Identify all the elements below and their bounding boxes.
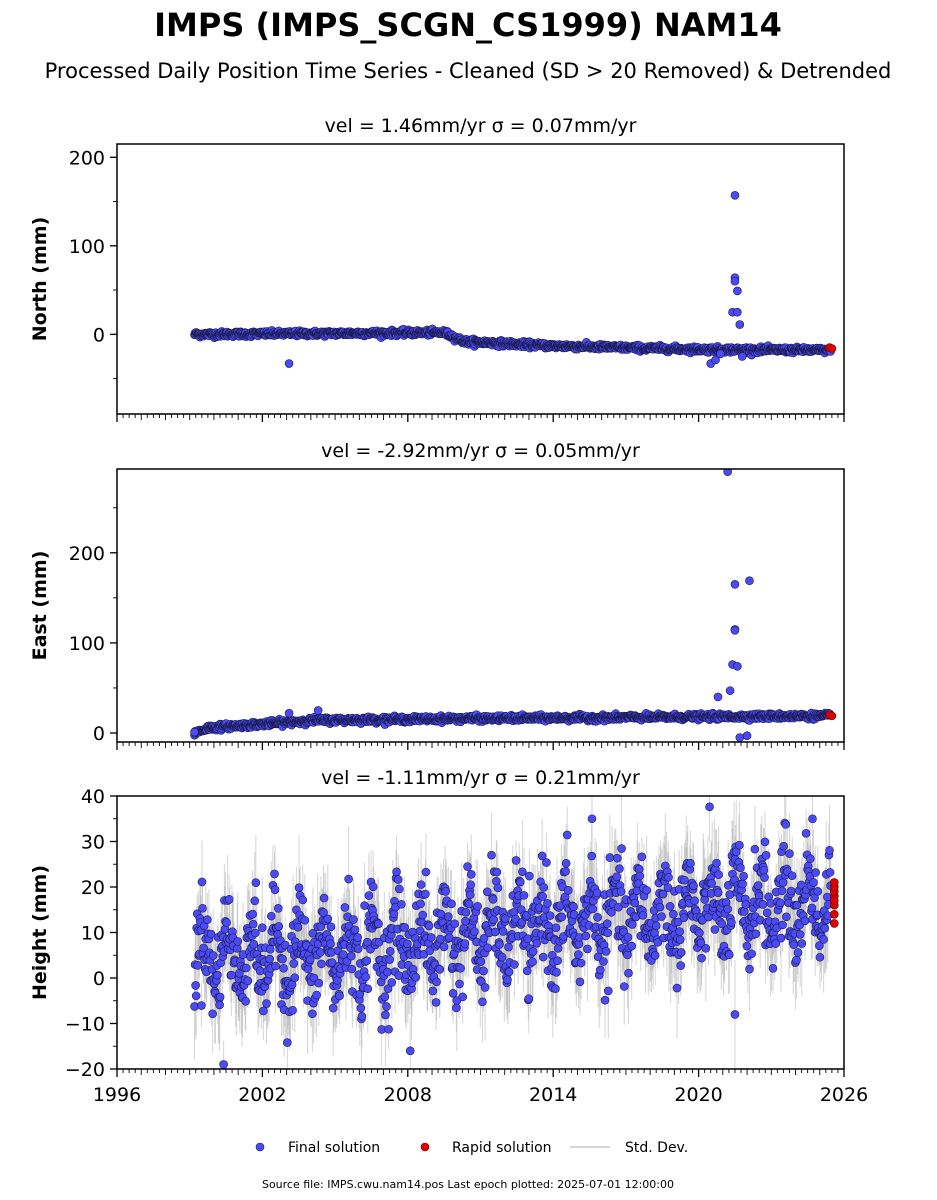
y-axis-label: North (mm) xyxy=(29,217,51,342)
final-point xyxy=(733,662,742,671)
final-point xyxy=(284,708,294,718)
final-point xyxy=(284,359,294,368)
final-point xyxy=(730,276,740,286)
final-point xyxy=(730,625,740,635)
final-point xyxy=(730,580,740,589)
final-point xyxy=(730,191,740,200)
series-final-solution xyxy=(190,191,835,368)
final-point xyxy=(735,320,745,329)
series-final-solution xyxy=(190,469,835,742)
y-tick-label: 100 xyxy=(69,236,105,258)
panel-title: vel = -2.92mm/yr σ = 0.05mm/yr xyxy=(321,440,640,462)
final-point xyxy=(733,307,742,317)
plot-frame xyxy=(116,468,845,743)
final-point xyxy=(745,576,754,586)
final-point xyxy=(725,686,735,695)
final-point xyxy=(313,706,323,715)
y-tick-label: 200 xyxy=(69,147,105,169)
series-rapid-solution xyxy=(825,343,837,353)
figure-subtitle: Processed Daily Position Time Series - C… xyxy=(45,59,892,83)
panel-title: vel = 1.46mm/yr σ = 0.07mm/yr xyxy=(325,115,637,137)
final-point xyxy=(190,727,199,737)
final-point xyxy=(713,692,723,702)
final-point xyxy=(742,731,752,740)
rapid-point xyxy=(827,344,837,353)
final-point xyxy=(723,469,732,477)
figure-title: IMPS (IMPS_SCGN_CS1999) NAM14 xyxy=(154,6,782,44)
final-point xyxy=(735,733,745,742)
rapid-point xyxy=(827,711,837,721)
final-point xyxy=(733,286,742,296)
series-rapid-solution xyxy=(825,710,837,721)
final-point xyxy=(716,349,725,359)
final-point xyxy=(737,352,747,361)
y-tick-label: 0 xyxy=(93,324,105,346)
y-axis-label: East (mm) xyxy=(29,551,51,661)
final-point xyxy=(711,355,720,365)
north-panel: vel = 1.46mm/yr σ = 0.07mm/yr North (mm) 0… xyxy=(29,115,845,422)
